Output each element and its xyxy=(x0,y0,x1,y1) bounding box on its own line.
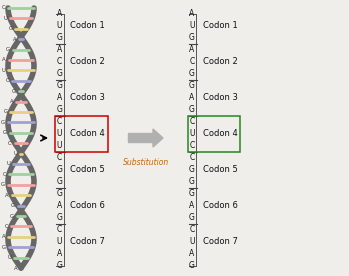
Text: A: A xyxy=(1,234,5,239)
Text: G: G xyxy=(6,47,10,52)
Text: U: U xyxy=(57,238,62,246)
Text: A: A xyxy=(190,201,195,211)
Text: C: C xyxy=(2,172,6,177)
Text: U: U xyxy=(13,151,17,156)
Text: G: G xyxy=(57,261,62,270)
Text: G: G xyxy=(57,81,62,91)
FancyArrow shape xyxy=(128,129,163,147)
Text: C: C xyxy=(57,153,62,163)
Text: G: G xyxy=(189,166,195,174)
Text: G: G xyxy=(3,110,7,115)
Text: Codon 7: Codon 7 xyxy=(203,238,238,246)
Text: U: U xyxy=(189,238,195,246)
Text: A: A xyxy=(57,250,62,259)
Text: G: G xyxy=(11,203,15,208)
Text: Codon 1: Codon 1 xyxy=(203,22,238,31)
Text: G: G xyxy=(1,182,5,187)
Text: A: A xyxy=(57,94,62,102)
Text: C: C xyxy=(57,57,62,67)
Text: Codon 6: Codon 6 xyxy=(203,201,238,211)
Text: C: C xyxy=(4,224,8,229)
Text: Codon 2: Codon 2 xyxy=(203,57,238,67)
Text: U: U xyxy=(7,255,11,260)
Text: C: C xyxy=(57,118,62,126)
Text: G: G xyxy=(189,261,195,270)
Text: Codon 7: Codon 7 xyxy=(70,238,105,246)
Text: Codon 6: Codon 6 xyxy=(70,201,105,211)
Text: A: A xyxy=(190,250,195,259)
Text: U: U xyxy=(3,16,7,21)
Text: A: A xyxy=(190,46,195,54)
Text: C: C xyxy=(8,141,12,146)
Text: G: G xyxy=(189,214,195,222)
Text: Codon 5: Codon 5 xyxy=(203,166,238,174)
Text: Codon 1: Codon 1 xyxy=(70,22,105,31)
Text: G: G xyxy=(1,120,5,125)
Text: A: A xyxy=(57,46,62,54)
Text: Substitution: Substitution xyxy=(122,158,169,167)
Text: U: U xyxy=(1,68,5,73)
Text: C: C xyxy=(1,6,5,10)
Text: G: G xyxy=(2,130,7,135)
Text: G: G xyxy=(189,81,195,91)
Text: G: G xyxy=(8,26,13,31)
Text: C: C xyxy=(190,225,195,235)
Text: Codon 3: Codon 3 xyxy=(70,94,105,102)
Text: Codon 4: Codon 4 xyxy=(203,129,238,139)
Text: G: G xyxy=(12,89,16,94)
Text: U: U xyxy=(57,129,62,139)
Text: G: G xyxy=(189,70,195,78)
Text: U: U xyxy=(189,22,195,31)
Text: C: C xyxy=(190,142,195,150)
Text: A: A xyxy=(190,9,195,18)
Text: C: C xyxy=(190,153,195,163)
Text: G: G xyxy=(57,166,62,174)
Text: Codon 5: Codon 5 xyxy=(70,166,105,174)
Text: Codon 2: Codon 2 xyxy=(70,57,105,67)
Text: A: A xyxy=(13,37,16,42)
Text: G: G xyxy=(10,214,14,219)
Text: G: G xyxy=(189,190,195,198)
Text: A: A xyxy=(2,57,6,62)
Text: G: G xyxy=(57,214,62,222)
Text: A: A xyxy=(190,94,195,102)
Text: G: G xyxy=(2,245,6,250)
Text: U: U xyxy=(57,22,62,31)
Text: A: A xyxy=(9,99,13,104)
Text: G: G xyxy=(57,177,62,187)
Text: G: G xyxy=(189,105,195,115)
Text: G: G xyxy=(57,70,62,78)
Text: C: C xyxy=(6,78,9,83)
Text: Codon 3: Codon 3 xyxy=(203,94,238,102)
Text: G: G xyxy=(57,105,62,115)
Text: A: A xyxy=(14,266,18,270)
Text: G: G xyxy=(57,33,62,43)
Text: Codon 4: Codon 4 xyxy=(70,129,105,139)
Text: U: U xyxy=(7,161,10,166)
Text: C: C xyxy=(190,57,195,67)
Text: G: G xyxy=(189,177,195,187)
Text: A: A xyxy=(57,9,62,18)
Text: U: U xyxy=(57,142,62,150)
Text: G: G xyxy=(189,33,195,43)
Text: G: G xyxy=(57,190,62,198)
Bar xyxy=(55,116,107,152)
Text: A: A xyxy=(5,193,8,198)
Text: A: A xyxy=(57,201,62,211)
Text: U: U xyxy=(189,129,195,139)
Bar xyxy=(188,116,240,152)
Text: C: C xyxy=(190,118,195,126)
Text: C: C xyxy=(57,225,62,235)
